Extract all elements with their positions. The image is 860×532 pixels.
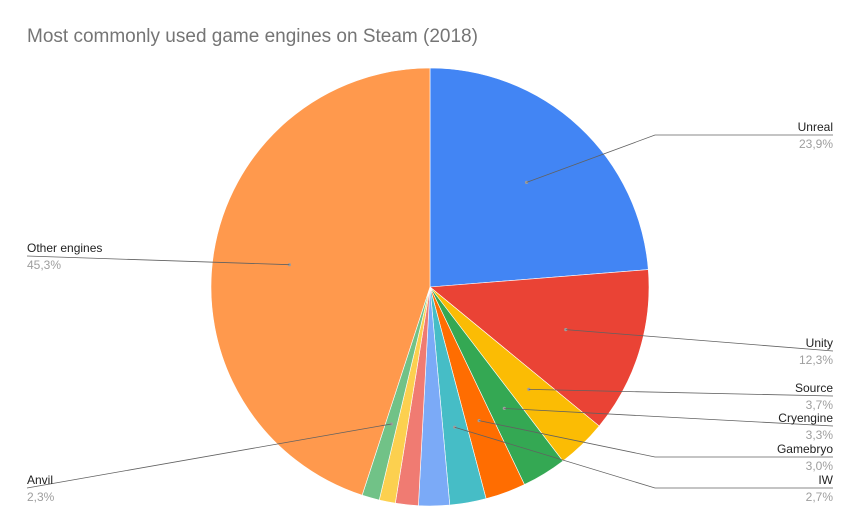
- unity-value-label: 12,3%: [799, 353, 833, 367]
- unity-label: Unity: [806, 336, 833, 350]
- anvil-value-label: 2,3%: [27, 490, 55, 504]
- gamebryo-leader-line: [479, 420, 833, 458]
- cryengine-value-label: 3,3%: [806, 428, 834, 442]
- cryengine-label: Cryengine: [778, 411, 833, 425]
- slice-labels: Unreal 23,9% Unity 12,3% Source 3,7%Cryengine…: [27, 120, 834, 504]
- chart-title: Most commonly used game engines on Steam…: [27, 26, 478, 47]
- unreal-label: Unreal: [798, 120, 833, 134]
- pie-slices: [210, 67, 650, 507]
- other-engines-leader-line: [26, 255, 290, 266]
- other-engines-label: Other engines: [27, 241, 102, 255]
- unreal-leader-line: [526, 134, 833, 183]
- iw-value-label: 2,7%: [806, 490, 834, 504]
- source-leader-line: [528, 389, 834, 397]
- iw-leader-line: [454, 426, 833, 489]
- source-value-label: 3,7%: [806, 398, 834, 412]
- source-label: Source: [795, 381, 833, 395]
- anvil-label: Anvil: [27, 473, 53, 487]
- gamebryo-value-label: 3,0%: [806, 459, 834, 473]
- cryengine-leader-line: [504, 408, 834, 427]
- iw-label: IW: [818, 473, 833, 487]
- unity-leader-line: [565, 329, 834, 352]
- unreal-value-label: 23,9%: [799, 137, 833, 151]
- other-engines-slice: [210, 67, 431, 496]
- gamebryo-label: Gamebryo: [777, 442, 833, 456]
- leader-lines: [26, 134, 834, 489]
- anvil-leader-line: [26, 423, 392, 489]
- other-engines-value-label: 45,3%: [27, 258, 61, 272]
- unity-slice: [429, 269, 650, 427]
